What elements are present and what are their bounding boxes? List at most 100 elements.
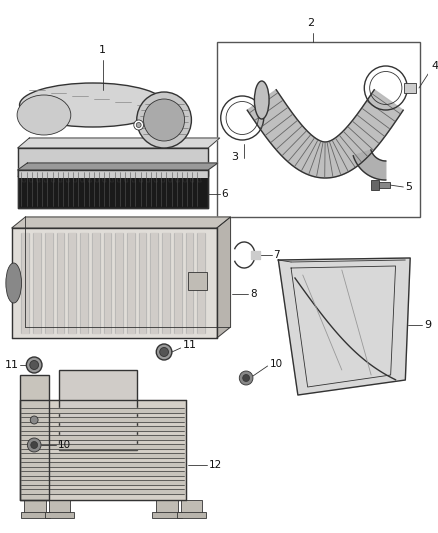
Polygon shape bbox=[186, 233, 194, 333]
Polygon shape bbox=[168, 176, 172, 182]
Bar bbox=[181, 500, 202, 515]
Polygon shape bbox=[45, 233, 53, 333]
Polygon shape bbox=[58, 176, 62, 182]
Polygon shape bbox=[21, 426, 184, 431]
Ellipse shape bbox=[137, 92, 191, 148]
Ellipse shape bbox=[17, 95, 71, 135]
Bar bbox=[177, 512, 206, 518]
Ellipse shape bbox=[156, 344, 172, 360]
Polygon shape bbox=[18, 138, 220, 148]
Polygon shape bbox=[21, 408, 184, 413]
Polygon shape bbox=[20, 400, 186, 500]
Polygon shape bbox=[190, 176, 194, 182]
Ellipse shape bbox=[6, 263, 21, 303]
Text: 4: 4 bbox=[432, 61, 438, 71]
Polygon shape bbox=[12, 217, 230, 228]
Bar bbox=[371, 180, 379, 190]
Ellipse shape bbox=[243, 375, 250, 382]
Polygon shape bbox=[197, 176, 201, 182]
Polygon shape bbox=[103, 233, 111, 333]
Bar bbox=[152, 512, 182, 518]
Polygon shape bbox=[139, 233, 146, 333]
Polygon shape bbox=[174, 233, 182, 333]
Ellipse shape bbox=[136, 123, 141, 127]
Text: 3: 3 bbox=[231, 152, 238, 162]
Polygon shape bbox=[36, 176, 40, 182]
Polygon shape bbox=[21, 417, 184, 422]
Text: 10: 10 bbox=[58, 440, 71, 450]
Bar bbox=[187, 272, 207, 290]
Polygon shape bbox=[127, 233, 135, 333]
Ellipse shape bbox=[26, 357, 42, 373]
Ellipse shape bbox=[144, 99, 184, 141]
Text: 5: 5 bbox=[405, 182, 412, 192]
Bar bbox=[18, 170, 208, 178]
Polygon shape bbox=[161, 176, 165, 182]
Ellipse shape bbox=[27, 438, 41, 452]
Ellipse shape bbox=[134, 120, 144, 130]
Polygon shape bbox=[80, 176, 84, 182]
Polygon shape bbox=[21, 480, 184, 485]
Polygon shape bbox=[162, 233, 170, 333]
Text: 6: 6 bbox=[222, 189, 228, 199]
Text: 1: 1 bbox=[99, 45, 106, 55]
Polygon shape bbox=[21, 453, 184, 458]
Polygon shape bbox=[57, 233, 64, 333]
Polygon shape bbox=[353, 150, 386, 180]
Bar bbox=[45, 512, 74, 518]
Polygon shape bbox=[197, 233, 205, 333]
Bar bbox=[404, 83, 416, 93]
Ellipse shape bbox=[30, 360, 39, 369]
Ellipse shape bbox=[254, 81, 269, 119]
Ellipse shape bbox=[239, 371, 253, 385]
Text: 7: 7 bbox=[273, 250, 280, 260]
Bar bbox=[49, 500, 71, 515]
Bar bbox=[156, 500, 178, 515]
Polygon shape bbox=[183, 176, 187, 182]
Polygon shape bbox=[124, 176, 128, 182]
Polygon shape bbox=[92, 233, 99, 333]
Bar bbox=[18, 170, 208, 208]
Polygon shape bbox=[139, 176, 143, 182]
Polygon shape bbox=[153, 176, 157, 182]
Polygon shape bbox=[150, 233, 158, 333]
Polygon shape bbox=[251, 251, 260, 259]
Text: 2: 2 bbox=[307, 18, 314, 28]
Polygon shape bbox=[117, 176, 120, 182]
Text: 8: 8 bbox=[250, 289, 257, 299]
Bar bbox=[20, 375, 49, 500]
Polygon shape bbox=[21, 489, 184, 494]
Bar bbox=[59, 370, 137, 450]
Ellipse shape bbox=[160, 348, 169, 357]
Polygon shape bbox=[21, 462, 184, 467]
Polygon shape bbox=[80, 233, 88, 333]
Text: 12: 12 bbox=[209, 460, 222, 470]
Text: 10: 10 bbox=[269, 359, 283, 369]
Bar bbox=[21, 512, 50, 518]
Polygon shape bbox=[12, 228, 217, 338]
Polygon shape bbox=[68, 233, 76, 333]
Polygon shape bbox=[115, 233, 123, 333]
Polygon shape bbox=[65, 176, 69, 182]
Polygon shape bbox=[175, 176, 179, 182]
Polygon shape bbox=[217, 217, 230, 338]
Polygon shape bbox=[21, 233, 29, 333]
Bar bbox=[25, 500, 46, 515]
Text: 9: 9 bbox=[424, 320, 431, 330]
Polygon shape bbox=[33, 233, 41, 333]
Polygon shape bbox=[29, 176, 33, 182]
Polygon shape bbox=[51, 176, 55, 182]
Ellipse shape bbox=[31, 441, 38, 448]
Polygon shape bbox=[247, 90, 403, 178]
Polygon shape bbox=[21, 471, 184, 476]
Polygon shape bbox=[73, 176, 77, 182]
Polygon shape bbox=[43, 176, 47, 182]
Polygon shape bbox=[88, 176, 91, 182]
Polygon shape bbox=[110, 176, 113, 182]
Polygon shape bbox=[131, 176, 135, 182]
Polygon shape bbox=[18, 148, 208, 176]
Polygon shape bbox=[18, 163, 218, 170]
Polygon shape bbox=[278, 258, 410, 395]
Polygon shape bbox=[21, 444, 184, 449]
Polygon shape bbox=[102, 176, 106, 182]
